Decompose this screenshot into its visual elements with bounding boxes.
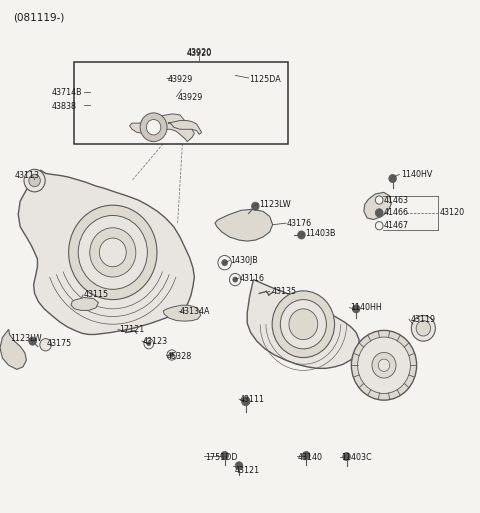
Circle shape <box>416 321 431 336</box>
Circle shape <box>378 359 390 371</box>
Circle shape <box>372 352 396 378</box>
Polygon shape <box>163 305 201 321</box>
Text: 1123LW: 1123LW <box>259 200 291 209</box>
Text: 17121: 17121 <box>119 325 144 334</box>
Circle shape <box>222 260 228 266</box>
Circle shape <box>343 452 350 461</box>
Text: 11403C: 11403C <box>341 453 372 462</box>
Circle shape <box>235 462 243 470</box>
Text: 11403B: 11403B <box>305 229 336 238</box>
Text: 1140HH: 1140HH <box>350 303 382 312</box>
Circle shape <box>227 70 234 78</box>
Text: 43123: 43123 <box>143 337 168 346</box>
Circle shape <box>91 87 101 98</box>
Text: 43140: 43140 <box>298 453 323 462</box>
Circle shape <box>29 174 40 187</box>
Circle shape <box>389 174 396 183</box>
Polygon shape <box>18 170 194 334</box>
Circle shape <box>252 202 259 210</box>
Text: 41463: 41463 <box>384 195 409 205</box>
Text: 43920: 43920 <box>187 49 212 58</box>
Text: 43119: 43119 <box>410 314 435 324</box>
Polygon shape <box>215 209 273 241</box>
Polygon shape <box>0 329 26 369</box>
Circle shape <box>411 315 435 341</box>
Circle shape <box>218 255 231 270</box>
Text: 43134A: 43134A <box>180 307 211 317</box>
Text: 1125DA: 1125DA <box>250 75 281 84</box>
Circle shape <box>375 209 383 217</box>
Text: 1430JB: 1430JB <box>230 256 258 265</box>
Circle shape <box>40 339 51 351</box>
Circle shape <box>144 339 154 349</box>
Circle shape <box>352 305 360 313</box>
Text: 43175: 43175 <box>47 339 72 348</box>
Circle shape <box>375 222 383 230</box>
Polygon shape <box>71 298 98 310</box>
Circle shape <box>221 451 228 460</box>
Text: 41467: 41467 <box>384 221 409 230</box>
Text: 43176: 43176 <box>287 219 312 228</box>
Text: 45328: 45328 <box>167 352 192 361</box>
Text: 43111: 43111 <box>240 394 265 404</box>
Circle shape <box>29 337 36 345</box>
Text: 43115: 43115 <box>84 290 109 300</box>
Text: 43929: 43929 <box>168 75 193 84</box>
Circle shape <box>167 350 177 360</box>
Text: 41466: 41466 <box>384 208 409 218</box>
Circle shape <box>92 101 100 109</box>
Circle shape <box>241 397 250 406</box>
Circle shape <box>90 228 136 277</box>
Text: 43920: 43920 <box>187 48 212 57</box>
Circle shape <box>272 291 335 358</box>
Circle shape <box>302 451 310 460</box>
Text: 43113: 43113 <box>14 171 39 180</box>
Circle shape <box>69 205 157 300</box>
Text: 1140HV: 1140HV <box>401 170 432 179</box>
Circle shape <box>94 90 98 95</box>
Circle shape <box>375 196 383 204</box>
Polygon shape <box>364 192 391 220</box>
Polygon shape <box>247 280 359 368</box>
Circle shape <box>78 215 147 289</box>
Text: 43929: 43929 <box>178 93 203 102</box>
Text: 1123LW: 1123LW <box>11 334 42 343</box>
Polygon shape <box>130 114 194 142</box>
Circle shape <box>146 120 161 135</box>
Circle shape <box>289 309 318 340</box>
Circle shape <box>351 330 417 400</box>
Circle shape <box>229 273 241 286</box>
Polygon shape <box>168 121 202 134</box>
Circle shape <box>298 231 305 239</box>
Text: 43120: 43120 <box>439 208 464 218</box>
Text: 1751DD: 1751DD <box>205 453 238 462</box>
Circle shape <box>280 300 326 349</box>
Text: (081119-): (081119-) <box>13 13 65 23</box>
Text: 43714B: 43714B <box>52 88 83 97</box>
Bar <box>74 62 288 144</box>
Circle shape <box>358 337 410 393</box>
Text: 43135: 43135 <box>271 287 296 296</box>
Text: 43116: 43116 <box>240 273 265 283</box>
Text: 43838: 43838 <box>52 102 77 111</box>
Circle shape <box>99 238 126 267</box>
Circle shape <box>147 342 151 346</box>
Circle shape <box>24 169 45 192</box>
Text: 43121: 43121 <box>234 466 259 476</box>
Circle shape <box>233 277 238 282</box>
Circle shape <box>140 113 167 142</box>
Circle shape <box>170 353 174 357</box>
